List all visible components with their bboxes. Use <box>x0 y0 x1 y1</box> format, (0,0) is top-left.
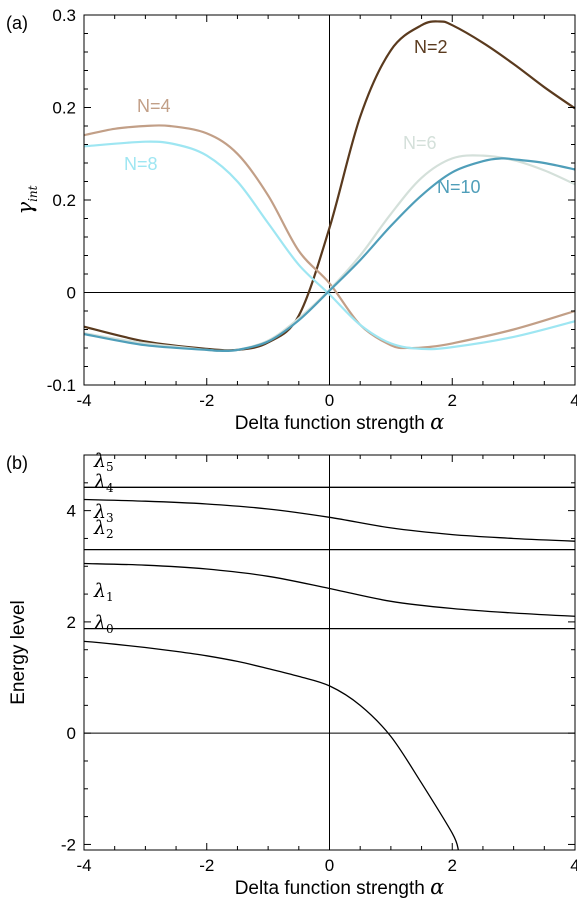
x-tick-label: 0 <box>325 391 334 410</box>
x-tick-label: -4 <box>76 856 91 875</box>
y-tick-label: -2 <box>61 835 76 854</box>
x-tick-label: -2 <box>199 391 214 410</box>
x-tick-label: 2 <box>448 391 457 410</box>
x-tick-label: 4 <box>570 856 577 875</box>
y-tick-label: 4 <box>67 502 76 521</box>
series-label-n2: N=2 <box>414 37 448 57</box>
energy-level-label: λ5 <box>93 450 114 474</box>
x-tick-label: 2 <box>448 856 457 875</box>
series-line-0 <box>84 640 460 850</box>
x-tick-label: -2 <box>199 856 214 875</box>
energy-level-label: λ0 <box>93 612 114 636</box>
series-line-n4 <box>84 124 575 350</box>
y-tick-label: 0.2 <box>52 99 76 118</box>
series-line-2 <box>84 562 575 617</box>
x-tick-label: 0 <box>325 856 334 875</box>
x-axis-label: Delta function strength α <box>235 410 445 434</box>
series-line-n10 <box>84 157 575 353</box>
series-line-4 <box>84 498 575 542</box>
series-label-n10: N=10 <box>437 177 481 197</box>
series-line-n8 <box>84 140 575 351</box>
x-tick-label: -4 <box>76 391 91 410</box>
y-tick-label: 0.3 <box>52 6 76 25</box>
y-tick-label: 0 <box>67 284 76 303</box>
x-axis-label: Delta function strength α <box>235 875 445 899</box>
y-tick-label: 0 <box>67 724 76 743</box>
energy-level-label: λ1 <box>93 580 114 604</box>
energy-level-label: λ3 <box>93 501 114 525</box>
panel-label: (b) <box>6 453 28 473</box>
y-tick-label: 2 <box>67 613 76 632</box>
series-label-n6: N=6 <box>403 133 437 153</box>
y-tick-label: -0.1 <box>47 376 76 395</box>
x-tick-label: 4 <box>570 391 577 410</box>
series-label-n8: N=8 <box>124 154 158 174</box>
y-axis-label: Energy level <box>8 600 29 705</box>
series-label-n4: N=4 <box>137 96 171 116</box>
y-tick-label: 0.2 <box>52 191 76 210</box>
energy-level-label: λ4 <box>93 471 114 495</box>
energy-level-label: λ2 <box>93 517 114 541</box>
panel-label: (a) <box>6 13 28 33</box>
y-axis-label: γint <box>13 185 40 214</box>
panel-a: (a) -4 -2 0 2 4 -0.1 0 0.2 0.2 0.3 Delta function s… <box>6 6 577 434</box>
